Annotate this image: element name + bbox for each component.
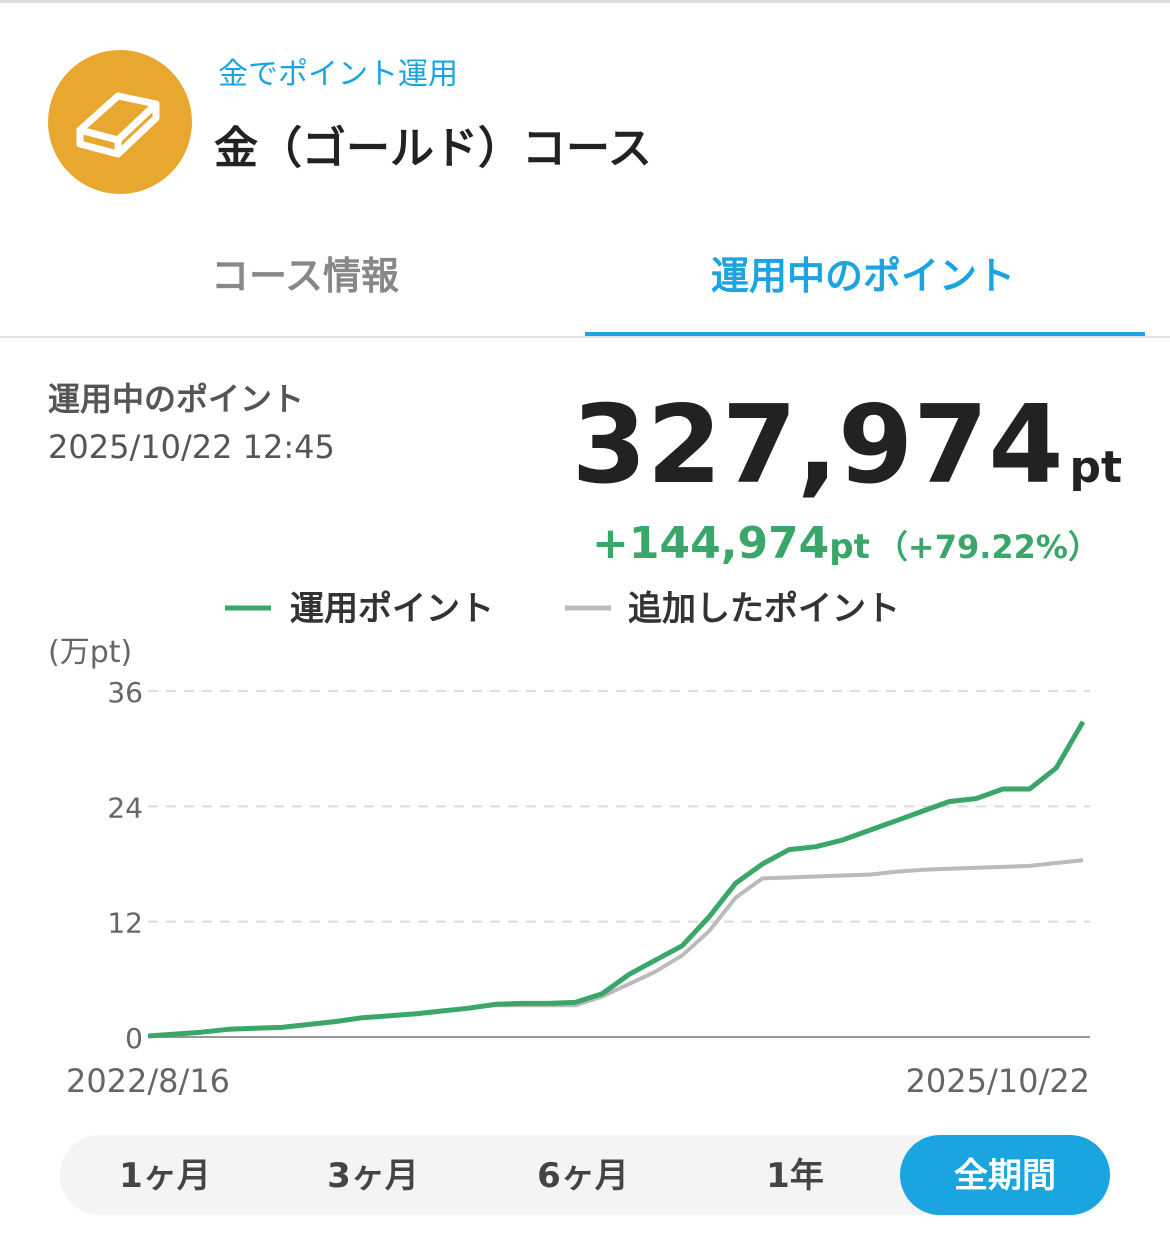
amount-value: 327,974 (572, 383, 1064, 508)
period-selector (60, 1135, 1110, 1215)
period-button[interactable]: 3ヶ月 (327, 1156, 419, 1196)
top-border (0, 0, 1170, 3)
period-button[interactable]: 6ヶ月 (537, 1156, 629, 1196)
y-tick-label: 24 (107, 791, 143, 824)
change-percent: （+79.22%） (876, 528, 1100, 566)
legend-label: 運用ポイント (290, 589, 494, 629)
period-button[interactable]: 1ヶ月 (119, 1156, 211, 1196)
amount-unit: pt (1069, 442, 1122, 493)
chart: 0 12 24 36 2022/8/16 2025/10/22 運用ポイント 追加したポイント (66, 589, 1090, 1100)
tab-divider (0, 336, 1170, 338)
summary-datetime: 2025/10/22 12:45 (48, 428, 335, 466)
period-button[interactable]: 全期間 (954, 1156, 1056, 1196)
course-subtitle: 金でポイント運用 (218, 57, 458, 92)
series-line (147, 720, 1086, 1039)
legend-label: 追加したポイント (628, 589, 900, 629)
y-tick-label: 0 (125, 1022, 143, 1055)
x-tick-label: 2025/10/22 (906, 1062, 1090, 1100)
x-tick-label: 2022/8/16 (66, 1062, 230, 1100)
course-icon (48, 50, 192, 194)
summary-amount: 327,974 pt (572, 383, 1122, 508)
period-buttons: 1ヶ月 3ヶ月 6ヶ月 1年 全期間 (119, 1135, 1110, 1215)
series-line (147, 858, 1084, 1038)
summary-label: 運用中のポイント (48, 380, 304, 418)
summary-change: +144,974pt （+79.22%） (592, 518, 1100, 569)
tab-indicator (585, 332, 1145, 338)
change-unit: pt (829, 527, 870, 567)
period-button-active[interactable] (900, 1135, 1110, 1215)
y-tick-label: 36 (107, 676, 143, 709)
tab-bar: コース情報 運用中のポイント (211, 254, 1145, 338)
y-tick-label: 12 (107, 907, 143, 940)
change-value: +144,974 (592, 518, 829, 569)
course-title: 金（ゴールド）コース (214, 123, 652, 174)
y-axis-label: (万pt) (48, 635, 132, 670)
tab[interactable]: 運用中のポイント (711, 254, 1015, 298)
tab[interactable]: コース情報 (211, 254, 400, 298)
period-button[interactable]: 1年 (766, 1156, 824, 1196)
